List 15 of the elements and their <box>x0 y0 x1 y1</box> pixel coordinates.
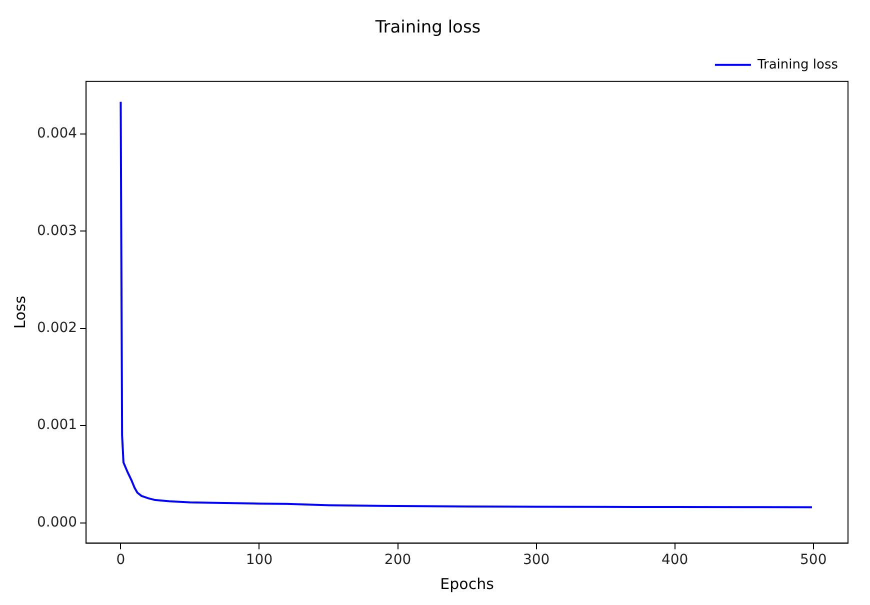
legend-label: Training loss <box>756 57 838 72</box>
x-axis-title: Epochs <box>440 574 494 593</box>
y-tick-label: 0.004 <box>36 126 78 142</box>
x-tick-label: 400 <box>661 552 688 568</box>
y-tick-label: 0.002 <box>36 320 78 336</box>
y-axis-title: Loss <box>10 296 29 329</box>
y-tick-label: 0.001 <box>36 417 78 434</box>
x-tick-label: 0 <box>116 552 126 568</box>
x-tick-label: 100 <box>246 552 273 568</box>
chart-title: Training loss <box>374 18 481 38</box>
y-tick-label: 0.003 <box>36 222 78 239</box>
x-tick-label: 300 <box>522 552 550 568</box>
x-tick-label: 200 <box>384 552 412 568</box>
x-tick-label: 500 <box>800 552 827 568</box>
y-tick-label: 0.000 <box>36 514 78 530</box>
